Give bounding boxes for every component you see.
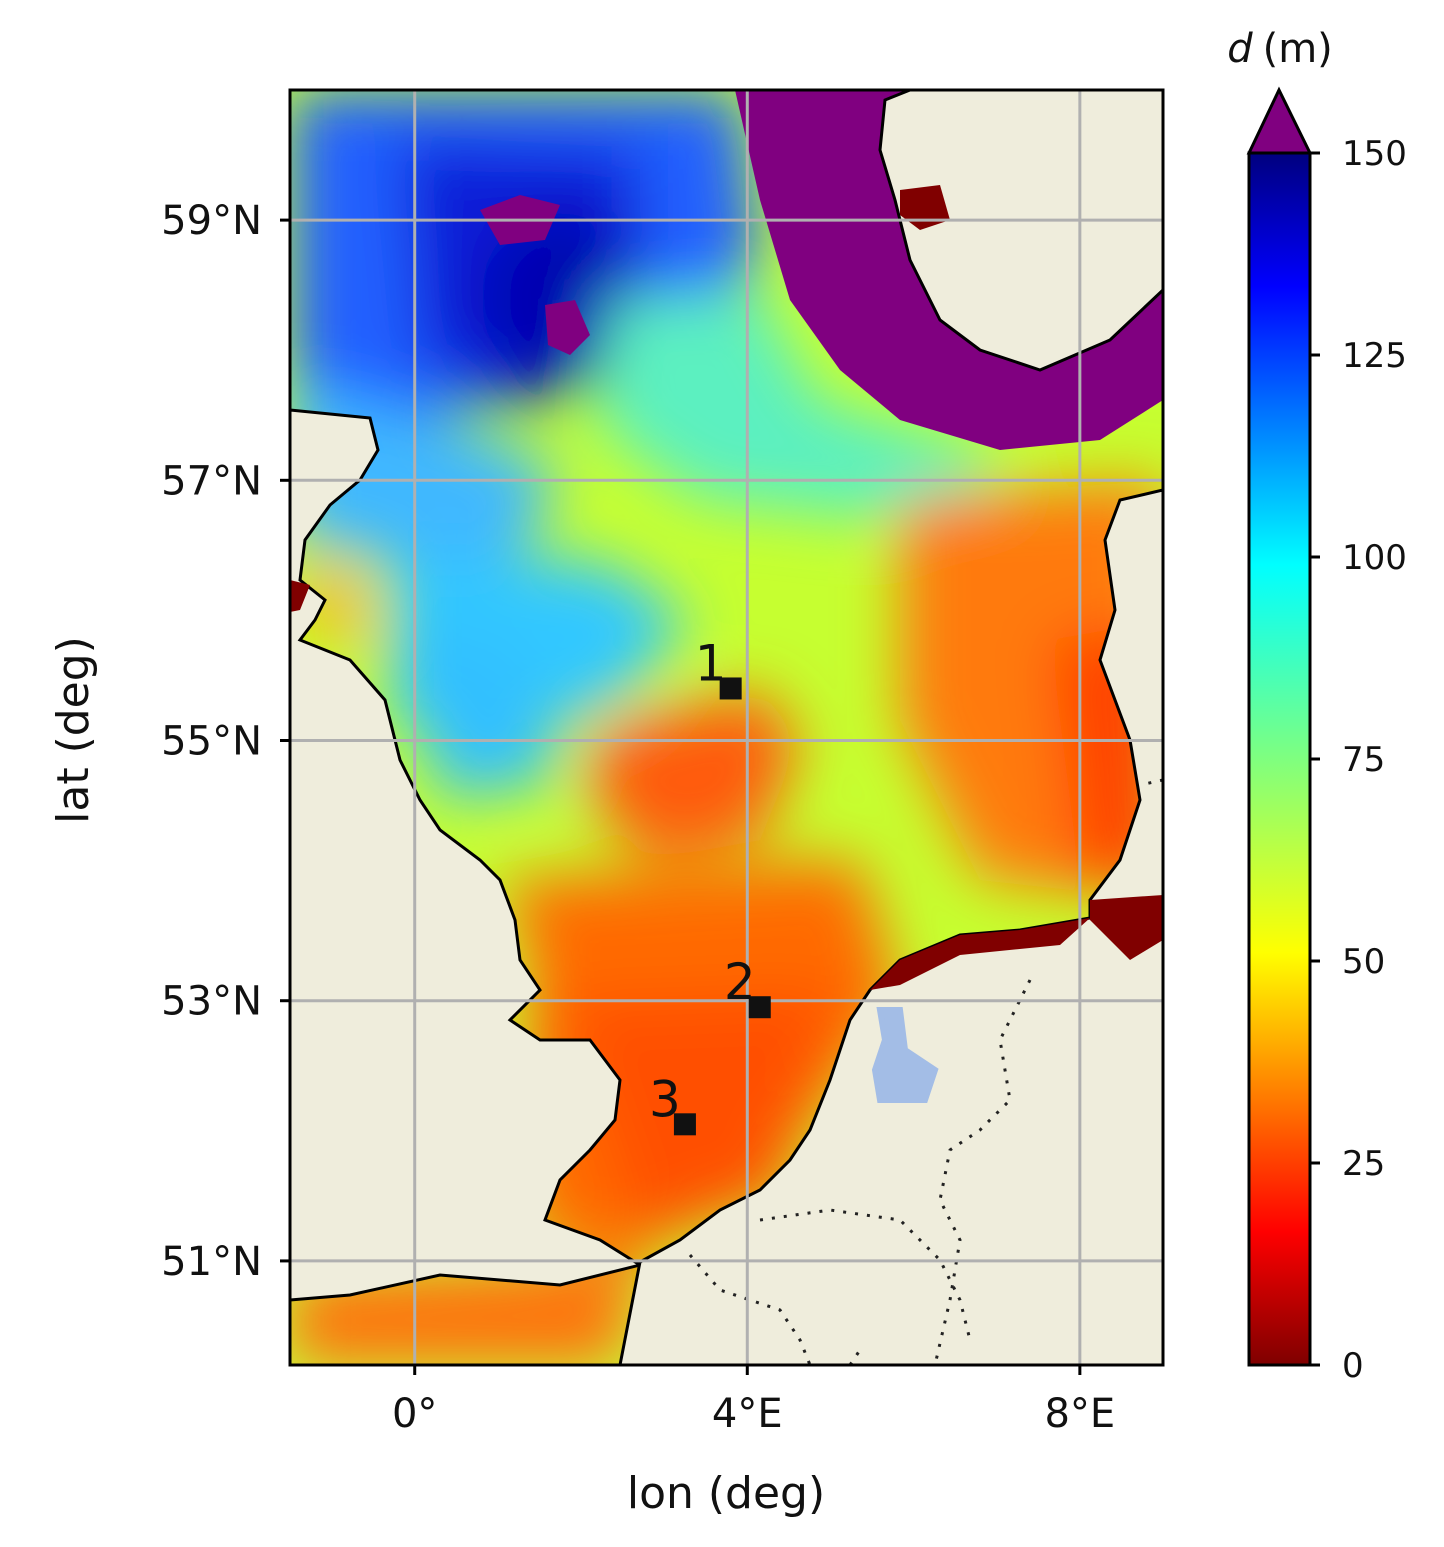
y-tick-label: 55°N — [161, 719, 262, 765]
land-great-britain — [290, 408, 644, 1302]
deep-patch — [545, 300, 590, 355]
lake-ijsselmeer — [871, 1007, 939, 1103]
colorbar-tick-label: 25 — [1342, 1144, 1385, 1184]
station-marker — [719, 677, 742, 700]
border-fr-be — [688, 1254, 812, 1365]
station-marker — [673, 1113, 696, 1136]
colorbar-tick-label: 75 — [1342, 740, 1385, 780]
border-nl-de — [933, 979, 1032, 1365]
x-axis-label: lon (deg) — [627, 1468, 825, 1519]
colorbar-tick-label: 0 — [1342, 1346, 1364, 1386]
plot-frame — [288, 88, 1165, 1367]
y-tick-label: 51°N — [161, 1239, 262, 1285]
colorbar-extend-max — [1246, 86, 1313, 155]
colorbar-tick-label: 125 — [1342, 336, 1407, 376]
colorbar-gradient — [1247, 151, 1312, 1367]
wadden-sea — [870, 918, 1090, 990]
y-axis-label: lat (deg) — [48, 636, 99, 824]
border-be — [759, 1208, 972, 1341]
gridlines — [290, 90, 1163, 1365]
station-label: 3 — [649, 1070, 681, 1128]
colorbar-title-var: d — [1227, 26, 1253, 72]
y-axis-ticks: 59°N 57°N 55°N 53°N 51°N — [161, 198, 290, 1285]
x-tick-label: 8°E — [1044, 1391, 1115, 1437]
colorbar-ticks: 0 25 50 75 100 125 150 — [1310, 134, 1407, 1386]
firth-shallows — [290, 580, 310, 612]
station-label: 2 — [724, 953, 756, 1011]
colorbar: 0 25 50 75 100 125 150 d (m) — [1227, 26, 1407, 1386]
land-norway — [878, 90, 1163, 372]
y-tick-label: 59°N — [161, 198, 262, 244]
colorbar-title-unit: (m) — [1263, 26, 1333, 72]
station-markers: 1 2 3 — [649, 634, 771, 1136]
x-tick-label: 4°E — [712, 1391, 783, 1437]
colorbar-tick-label: 150 — [1342, 134, 1407, 174]
bathymetry-map: 1 2 3 — [290, 90, 1163, 1365]
x-axis-ticks: 0° 4°E 8°E — [392, 1365, 1115, 1437]
colorbar-title: d (m) — [1227, 26, 1333, 72]
y-tick-label: 57°N — [161, 458, 262, 504]
y-tick-label: 53°N — [161, 979, 262, 1025]
station-marker — [748, 996, 771, 1019]
x-tick-label: 0° — [392, 1391, 437, 1437]
wadden-shallows — [1090, 895, 1163, 960]
station-label: 1 — [695, 634, 727, 692]
colorbar-tick-label: 100 — [1342, 538, 1407, 578]
depth-field — [290, 90, 1163, 1365]
colorbar-tick-label: 50 — [1342, 942, 1385, 982]
